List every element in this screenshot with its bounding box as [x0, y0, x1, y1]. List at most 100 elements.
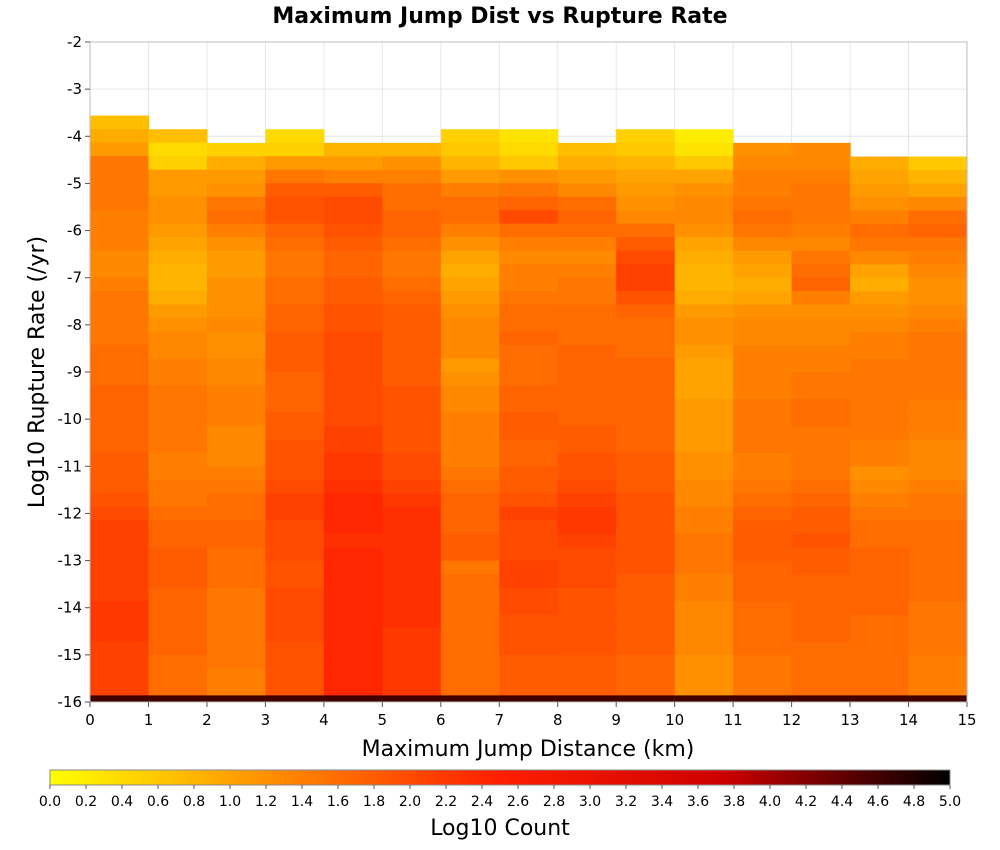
heatmap-cell	[850, 264, 910, 279]
heatmap-cell	[90, 115, 150, 130]
heatmap-cell	[791, 358, 851, 373]
heatmap-cell	[206, 345, 266, 360]
heatmap-cell	[733, 601, 793, 616]
heatmap-cell	[323, 466, 383, 481]
heatmap-cell	[791, 318, 851, 333]
heatmap-cell	[382, 560, 442, 575]
heatmap-cell	[206, 506, 266, 522]
x-tick-label: 6	[436, 711, 446, 729]
heatmap-cell	[382, 358, 442, 373]
heatmap-cell	[440, 169, 500, 184]
heatmap-cell	[616, 614, 676, 629]
heatmap-cell	[265, 277, 325, 292]
heatmap-cell	[674, 291, 734, 306]
heatmap-cell	[850, 358, 910, 373]
heatmap-cell	[791, 574, 851, 589]
heatmap-cell	[850, 210, 910, 225]
heatmap-cell	[265, 439, 325, 454]
heatmap-cell	[616, 439, 676, 454]
heatmap-cell	[499, 668, 559, 683]
y-tick-label: -11	[58, 457, 83, 475]
heatmap-cell	[206, 183, 266, 198]
heatmap-cell	[850, 480, 910, 495]
heatmap-cell	[148, 277, 208, 292]
heatmap-cell	[557, 439, 617, 454]
y-tick-label: -4	[67, 127, 82, 145]
heatmap-cell	[323, 641, 383, 656]
heatmap-cell	[674, 196, 734, 211]
heatmap-cell	[148, 655, 208, 670]
heatmap-cell	[499, 533, 559, 548]
heatmap-cell	[440, 641, 500, 656]
heatmap-cell	[206, 291, 266, 306]
heatmap-cell	[265, 169, 325, 184]
heatmap-cell	[440, 196, 500, 211]
heatmap-cell	[557, 264, 617, 279]
y-axis-ticks: -2 -3 -4 -5 -6 -7 -8 -9 -10 -11 -12 -13 -14 -15 -16	[58, 33, 90, 711]
heatmap-cell	[850, 453, 910, 468]
heatmap-cell	[90, 155, 150, 171]
heatmap-cell	[206, 587, 266, 602]
heatmap-cell	[148, 237, 208, 252]
heatmap-cell	[440, 655, 500, 670]
heatmap-cell	[674, 358, 734, 373]
heatmap-cell	[148, 169, 208, 184]
heatmap-cell	[733, 614, 793, 629]
heatmap-cell	[499, 358, 559, 373]
colorbar-tick-label: 4.6	[867, 794, 889, 810]
heatmap-cell	[206, 439, 266, 454]
heatmap-cell	[499, 398, 559, 413]
heatmap-cell	[323, 358, 383, 373]
heatmap-cell	[382, 223, 442, 238]
heatmap-cell	[791, 237, 851, 252]
heatmap-cell	[323, 587, 383, 602]
heatmap-cell	[323, 372, 383, 387]
heatmap-cell	[908, 291, 968, 306]
colorbar-tick-label: 0.6	[147, 794, 169, 810]
heatmap-cell	[908, 668, 968, 683]
y-tick-label: -14	[58, 599, 83, 617]
heatmap-cell	[148, 210, 208, 225]
heatmap-cell	[791, 156, 851, 171]
heatmap-cell	[382, 533, 442, 548]
heatmap-cell	[616, 291, 676, 306]
heatmap-cell	[499, 264, 559, 279]
heatmap-cell	[791, 682, 851, 696]
heatmap-cell	[148, 156, 208, 171]
heatmap-cell	[616, 358, 676, 373]
x-tick-label: 14	[899, 711, 918, 729]
heatmap-cell	[382, 156, 442, 171]
heatmap-cell	[791, 641, 851, 656]
heatmap-cell	[616, 210, 676, 225]
heatmap-cell	[323, 277, 383, 292]
heatmap-cell	[499, 628, 559, 643]
heatmap-cell	[323, 169, 383, 184]
heatmap-cell	[791, 426, 851, 441]
colorbar-tick-label: 4.4	[831, 794, 853, 810]
heatmap-cell	[850, 399, 910, 414]
heatmap-cell	[674, 398, 734, 413]
heatmap-cell	[674, 560, 734, 575]
heatmap-cell	[908, 277, 968, 292]
heatmap-cell	[733, 210, 793, 225]
heatmap-cell	[90, 546, 150, 562]
heatmap-cell	[90, 129, 150, 144]
heatmap-cell	[791, 506, 851, 522]
heatmap-cell	[440, 237, 500, 252]
heatmap-cell	[323, 399, 383, 414]
heatmap-cell	[148, 520, 208, 535]
heatmap-cell	[382, 641, 442, 656]
heatmap-cell	[733, 547, 793, 562]
heatmap-cell	[499, 587, 559, 602]
colorbar-tick-label: 0.4	[111, 794, 133, 810]
heatmap-cell	[440, 250, 500, 265]
heatmap-cell	[382, 318, 442, 333]
heatmap-cell	[499, 520, 559, 535]
heatmap-cell	[557, 587, 617, 602]
heatmap-cell	[90, 398, 150, 413]
heatmap-cell	[148, 344, 208, 360]
heatmap-cell	[90, 250, 150, 265]
heatmap-cell	[850, 331, 910, 346]
heatmap-cell	[908, 520, 968, 535]
heatmap-cell	[323, 520, 383, 535]
